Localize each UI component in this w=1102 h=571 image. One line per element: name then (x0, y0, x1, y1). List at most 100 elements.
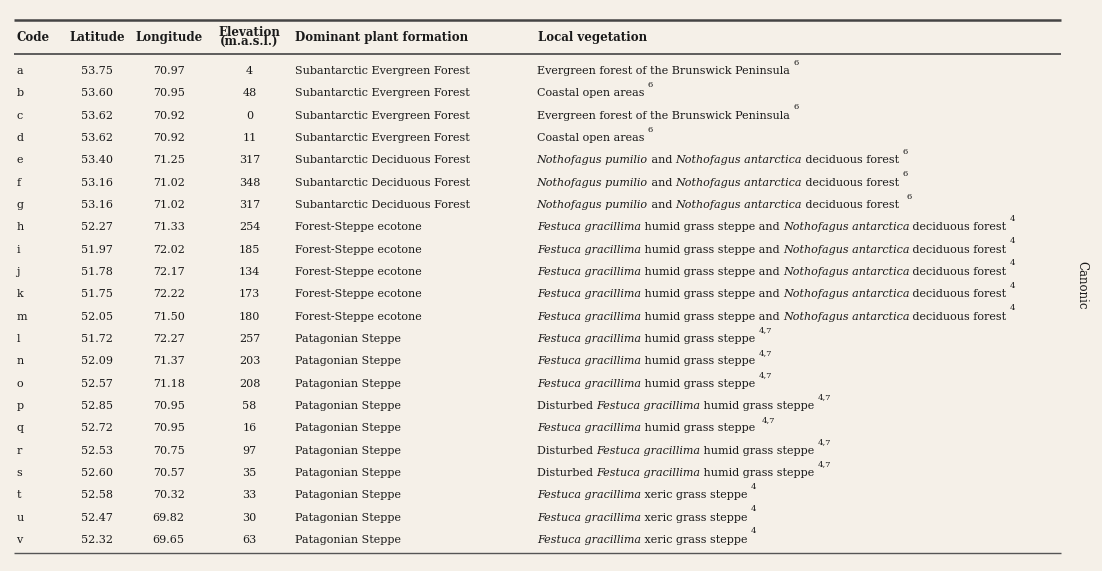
Text: deciduous forest: deciduous forest (909, 267, 1009, 277)
Text: 48: 48 (242, 89, 257, 98)
Text: h: h (17, 222, 24, 232)
Text: Subantarctic Deciduous Forest: Subantarctic Deciduous Forest (295, 155, 471, 166)
Text: t: t (17, 490, 21, 500)
Text: deciduous forest: deciduous forest (909, 289, 1009, 299)
Text: Festuca gracillima: Festuca gracillima (537, 356, 640, 366)
Text: k: k (17, 289, 23, 299)
Text: Canonic: Canonic (1076, 262, 1089, 309)
Text: 70.32: 70.32 (153, 490, 184, 500)
Text: Latitude: Latitude (69, 31, 125, 43)
Text: 70.95: 70.95 (153, 401, 184, 411)
Text: 71.02: 71.02 (153, 200, 184, 210)
Text: Festuca gracillima: Festuca gracillima (537, 244, 640, 255)
Text: deciduous forest: deciduous forest (909, 222, 1009, 232)
Text: 52.27: 52.27 (82, 222, 112, 232)
Text: humid grass steppe and: humid grass steppe and (640, 312, 782, 321)
Text: 70.92: 70.92 (153, 111, 184, 120)
Text: 257: 257 (239, 334, 260, 344)
Text: m: m (17, 312, 28, 321)
Text: 52.60: 52.60 (80, 468, 114, 478)
Text: 53.16: 53.16 (80, 178, 114, 188)
Text: 52.53: 52.53 (80, 445, 114, 456)
Text: 4,7: 4,7 (818, 460, 831, 468)
Text: 72.02: 72.02 (153, 244, 184, 255)
Text: 6: 6 (648, 81, 652, 89)
Text: Patagonian Steppe: Patagonian Steppe (295, 513, 401, 522)
Text: Festuca gracillima: Festuca gracillima (596, 468, 700, 478)
Text: 53.75: 53.75 (82, 66, 112, 76)
Text: deciduous forest: deciduous forest (802, 200, 906, 210)
Text: Nothofagus antarctica: Nothofagus antarctica (782, 312, 909, 321)
Text: Nothofagus antarctica: Nothofagus antarctica (782, 289, 909, 299)
Text: Festuca gracillima: Festuca gracillima (537, 312, 640, 321)
Text: 58: 58 (242, 401, 257, 411)
Text: deciduous forest: deciduous forest (909, 312, 1009, 321)
Text: 52.57: 52.57 (82, 379, 112, 389)
Text: 53.16: 53.16 (80, 200, 114, 210)
Text: 71.37: 71.37 (153, 356, 184, 366)
Text: 72.27: 72.27 (153, 334, 184, 344)
Text: 4: 4 (246, 66, 253, 76)
Text: Nothofagus pumilio: Nothofagus pumilio (537, 155, 648, 166)
Text: v: v (17, 535, 23, 545)
Text: 33: 33 (242, 490, 257, 500)
Text: 51.72: 51.72 (82, 334, 112, 344)
Text: 71.33: 71.33 (153, 222, 184, 232)
Text: and: and (648, 200, 676, 210)
Text: 97: 97 (242, 445, 257, 456)
Text: Dominant plant formation: Dominant plant formation (295, 31, 468, 43)
Text: Patagonian Steppe: Patagonian Steppe (295, 401, 401, 411)
Text: u: u (17, 513, 24, 522)
Text: 4,7: 4,7 (758, 349, 771, 357)
Text: Subantarctic Deciduous Forest: Subantarctic Deciduous Forest (295, 178, 471, 188)
Text: 71.02: 71.02 (153, 178, 184, 188)
Text: 51.75: 51.75 (82, 289, 112, 299)
Text: Nothofagus antarctica: Nothofagus antarctica (676, 155, 802, 166)
Text: Festuca gracillima: Festuca gracillima (596, 401, 700, 411)
Text: 70.57: 70.57 (153, 468, 184, 478)
Text: humid grass steppe and: humid grass steppe and (640, 289, 782, 299)
Text: deciduous forest: deciduous forest (802, 178, 903, 188)
Text: Festuca gracillima: Festuca gracillima (596, 445, 700, 456)
Text: q: q (17, 423, 23, 433)
Text: g: g (17, 200, 23, 210)
Text: Disturbed: Disturbed (537, 401, 596, 411)
Text: 63: 63 (242, 535, 257, 545)
Text: Nothofagus pumilio: Nothofagus pumilio (537, 178, 648, 188)
Text: Patagonian Steppe: Patagonian Steppe (295, 445, 401, 456)
Text: humid grass steppe: humid grass steppe (700, 401, 818, 411)
Text: Subantarctic Evergreen Forest: Subantarctic Evergreen Forest (295, 66, 471, 76)
Text: 6: 6 (903, 170, 908, 178)
Text: Evergreen forest of the Brunswick Peninsula: Evergreen forest of the Brunswick Penins… (537, 111, 793, 120)
Text: 30: 30 (242, 513, 257, 522)
Text: 6: 6 (903, 148, 908, 156)
Text: humid grass steppe: humid grass steppe (640, 334, 758, 344)
Text: f: f (17, 178, 21, 188)
Text: 4,7: 4,7 (761, 416, 776, 424)
Text: Evergreen forest of the Brunswick Peninsula: Evergreen forest of the Brunswick Penins… (537, 66, 793, 76)
Text: 52.47: 52.47 (82, 513, 112, 522)
Text: 70.75: 70.75 (153, 445, 184, 456)
Text: 69.82: 69.82 (152, 513, 185, 522)
Text: 6: 6 (793, 59, 798, 67)
Text: l: l (17, 334, 20, 344)
Text: Code: Code (17, 31, 50, 43)
Text: Subantarctic Evergreen Forest: Subantarctic Evergreen Forest (295, 89, 471, 98)
Text: 4: 4 (1009, 282, 1015, 290)
Text: (m.a.s.l.): (m.a.s.l.) (220, 35, 279, 48)
Text: e: e (17, 155, 23, 166)
Text: 173: 173 (239, 289, 260, 299)
Text: j: j (17, 267, 20, 277)
Text: d: d (17, 133, 23, 143)
Text: humid grass steppe and: humid grass steppe and (640, 222, 782, 232)
Text: 254: 254 (239, 222, 260, 232)
Text: Festuca gracillima: Festuca gracillima (537, 535, 640, 545)
Text: a: a (17, 66, 23, 76)
Text: p: p (17, 401, 23, 411)
Text: Patagonian Steppe: Patagonian Steppe (295, 334, 401, 344)
Text: Festuca gracillima: Festuca gracillima (537, 267, 640, 277)
Text: 180: 180 (239, 312, 260, 321)
Text: 208: 208 (239, 379, 260, 389)
Text: 70.95: 70.95 (153, 89, 184, 98)
Text: Festuca gracillima: Festuca gracillima (537, 334, 640, 344)
